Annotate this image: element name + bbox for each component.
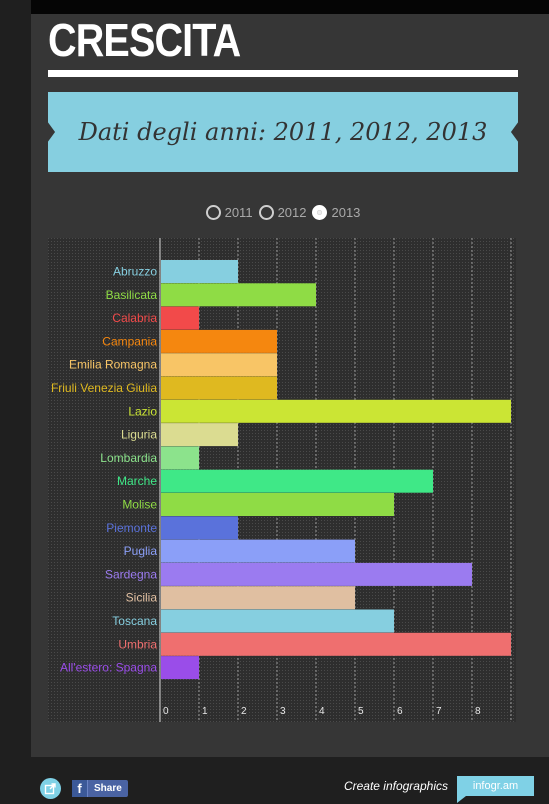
- bar-lazio: [161, 399, 511, 423]
- category-label: Liguria: [121, 428, 157, 442]
- x-tick-label: 7: [436, 706, 442, 717]
- category-label: Puglia: [124, 544, 158, 558]
- radio-2012[interactable]: [258, 204, 274, 220]
- category-label: Umbria: [118, 637, 157, 651]
- category-label: All'estero: Spagna: [60, 661, 157, 675]
- year-selector: 2011 2012 2013: [48, 200, 518, 224]
- category-label: Piemonte: [106, 521, 157, 535]
- subtitle-text: Dati degli anni: 2011, 2012, 2013: [78, 118, 488, 146]
- bar-all-estero-spagna: [161, 656, 199, 680]
- year-label-2012: 2012: [277, 204, 307, 220]
- bar-lombardia: [161, 446, 199, 470]
- bar-chart: Abruzzo Basilicata Calabria Campania Emilia …: [48, 238, 516, 722]
- facebook-icon: f: [72, 780, 88, 797]
- category-label: Toscana: [112, 614, 157, 628]
- x-tick-label: 3: [280, 706, 286, 717]
- bar-emilia-romagna: [161, 353, 277, 377]
- x-tick-label: 8: [475, 706, 481, 717]
- bar-calabria: [161, 306, 199, 330]
- bar-abruzzo: [161, 260, 238, 283]
- share-label: Share: [94, 783, 122, 794]
- radio-2013[interactable]: [312, 204, 328, 220]
- year-label-2011: 2011: [224, 204, 253, 220]
- create-infographics-link[interactable]: Create infographics: [343, 779, 448, 793]
- category-label: Sicilia: [126, 591, 158, 605]
- category-label: Molise: [122, 498, 157, 512]
- bar-umbria: [161, 632, 511, 656]
- x-tick-label: 1: [202, 706, 208, 717]
- category-label: Lazio: [128, 404, 157, 418]
- x-tick-label: 2: [241, 706, 247, 717]
- bar-puglia: [161, 539, 355, 563]
- category-label: Campania: [102, 334, 157, 348]
- radio-2011[interactable]: [205, 204, 221, 220]
- x-tick-label: 5: [358, 706, 364, 717]
- category-label: Friuli Venezia Giulia: [51, 381, 157, 395]
- bar-sardegna: [161, 562, 472, 586]
- category-label: Marche: [117, 474, 157, 488]
- bar-molise: [161, 493, 394, 516]
- bar-marche: [161, 469, 433, 493]
- x-tick-label: 4: [319, 706, 325, 717]
- category-label: Lombardia: [100, 451, 157, 465]
- category-label: Basilicata: [106, 288, 158, 302]
- x-tick-label: 0: [163, 706, 169, 717]
- bar-campania: [161, 329, 277, 353]
- year-option-2012[interactable]: 2012: [258, 200, 307, 224]
- brand-badge[interactable]: infogr.am: [457, 776, 534, 803]
- year-option-2013[interactable]: 2013: [312, 200, 360, 224]
- year-option-2011[interactable]: 2011: [205, 200, 253, 224]
- subtitle-banner: Dati degli anni: 2011, 2012, 2013: [48, 92, 518, 172]
- title-divider: [48, 70, 518, 77]
- category-label: Abruzzo: [113, 265, 157, 279]
- category-label: Emilia Romagna: [69, 358, 157, 372]
- category-label: Sardegna: [105, 567, 157, 581]
- bar-liguria: [161, 423, 238, 447]
- bar-piemonte: [161, 516, 238, 540]
- bar-sicilia: [161, 586, 355, 610]
- x-tick-label: 6: [397, 706, 403, 717]
- bar-toscana: [161, 609, 394, 633]
- facebook-share-button[interactable]: f Share: [72, 780, 128, 797]
- share-icon[interactable]: [40, 778, 61, 799]
- bar-basilicata: [161, 283, 316, 307]
- page-title: CRESCITA: [48, 14, 241, 66]
- year-label-2013: 2013: [331, 204, 361, 220]
- bar-friuli-venezia-giulia: [161, 376, 277, 400]
- category-label: Calabria: [112, 311, 157, 325]
